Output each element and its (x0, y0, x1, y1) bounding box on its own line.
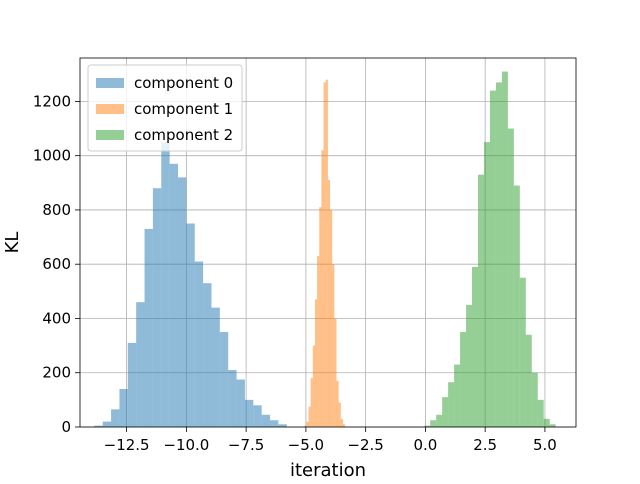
histogram-bar (236, 379, 245, 427)
histogram-bar (312, 345, 315, 427)
histogram-bar (186, 223, 195, 427)
y-tick-label: 800 (42, 201, 71, 219)
series-2-bars (424, 71, 556, 428)
histogram-bar (430, 420, 437, 427)
histogram-bar (119, 389, 128, 427)
histogram-bar (178, 177, 187, 427)
legend-label: component 0 (134, 74, 233, 92)
histogram-bar (144, 228, 153, 427)
histogram-bar (466, 304, 473, 427)
histogram-bar (314, 299, 318, 427)
legend-label: component 2 (134, 126, 233, 144)
histogram-bar (321, 150, 324, 427)
histogram-bar (319, 207, 322, 427)
histogram-bar (442, 397, 449, 427)
histogram-bar (454, 364, 461, 427)
histogram-bar (334, 318, 337, 427)
x-tick-label: −10.0 (163, 436, 209, 454)
histogram-bar (111, 409, 120, 427)
histogram-bar (219, 332, 229, 427)
histogram-bar (338, 402, 341, 427)
histogram-bar (203, 283, 212, 427)
histogram-bar (448, 382, 455, 427)
histogram-bar (244, 399, 254, 427)
x-tick-label: −7.5 (228, 436, 264, 454)
histogram-bar (278, 424, 287, 427)
y-tick-label: 400 (42, 309, 71, 327)
histogram-bar (161, 142, 170, 427)
legend-box (87, 64, 243, 152)
legend-entries: component 0 component 1 component 2 (96, 74, 233, 144)
series-1-bars (304, 79, 346, 428)
histogram-bar (270, 420, 279, 427)
x-tick-label: 0.0 (413, 436, 437, 454)
y-tick-label: 200 (42, 364, 71, 382)
ticks: −12.5 −10.0 −7.5 −5.0 −2.5 0.0 2.5 5.0 0 200 400 60… (33, 92, 557, 454)
histogram-bar (501, 71, 508, 428)
axes-frame (79, 57, 577, 428)
histogram-bar (136, 302, 145, 427)
histogram-bar (211, 307, 220, 427)
histogram-bar (253, 405, 262, 427)
histogram-bar (261, 414, 271, 427)
histogram-bar (327, 180, 331, 427)
series-0-bars (94, 142, 287, 428)
histogram-bar (513, 185, 520, 427)
x-axis-label: iteration (290, 460, 366, 480)
histogram-bar (525, 334, 532, 427)
histogram-bar (332, 264, 335, 427)
histogram-bar (489, 90, 496, 427)
x-tick-label: −2.5 (347, 436, 383, 454)
legend-swatch (96, 104, 124, 114)
legend-swatch (96, 130, 124, 140)
y-tick-label: 1000 (33, 147, 71, 165)
histogram-bar (308, 406, 311, 427)
histogram-bar (102, 421, 112, 427)
y-axis-label: KL (2, 232, 23, 254)
histogram-bar (531, 372, 538, 427)
histogram-bar (336, 380, 339, 427)
histogram-bar (495, 82, 502, 427)
histogram-bar (306, 421, 309, 427)
histogram-bar (194, 261, 204, 427)
histogram-bar (152, 188, 162, 427)
histogram-bar (323, 82, 326, 427)
histogram-bar (330, 209, 333, 427)
y-tick-label: 1200 (33, 92, 71, 110)
histogram-bar (127, 342, 137, 427)
histogram-bar (424, 425, 431, 427)
histogram-bar (228, 370, 237, 427)
histogram-bar (94, 425, 103, 427)
histogram-bar (472, 266, 478, 427)
legend: component 0 component 1 component 2 (87, 64, 243, 152)
x-tick-label: −12.5 (104, 436, 150, 454)
histogram-bar (507, 128, 514, 427)
histogram-bar (543, 418, 550, 427)
histogram-bar (310, 378, 313, 427)
bars (94, 71, 556, 428)
y-tick-label: 0 (61, 418, 71, 436)
y-tick-label: 600 (42, 255, 71, 273)
histogram-bar (317, 256, 320, 427)
histogram-bar (519, 277, 526, 427)
x-tick-label: 2.5 (473, 436, 497, 454)
histogram-bar (169, 163, 179, 428)
x-tick-label: −5.0 (288, 436, 324, 454)
histogram-bar (549, 424, 556, 427)
histogram-bar (436, 414, 443, 427)
x-tick-label: 5.0 (533, 436, 557, 454)
legend-swatch (96, 78, 124, 88)
histogram-bar (340, 418, 343, 427)
histogram-bar (325, 79, 328, 428)
histogram-bar (460, 332, 467, 427)
histogram-bar (342, 424, 346, 427)
histogram-bar (477, 174, 484, 427)
histogram-bar (304, 425, 307, 427)
histogram-bar (537, 399, 544, 427)
histogram-bar (483, 142, 490, 427)
legend-label: component 1 (134, 100, 233, 118)
